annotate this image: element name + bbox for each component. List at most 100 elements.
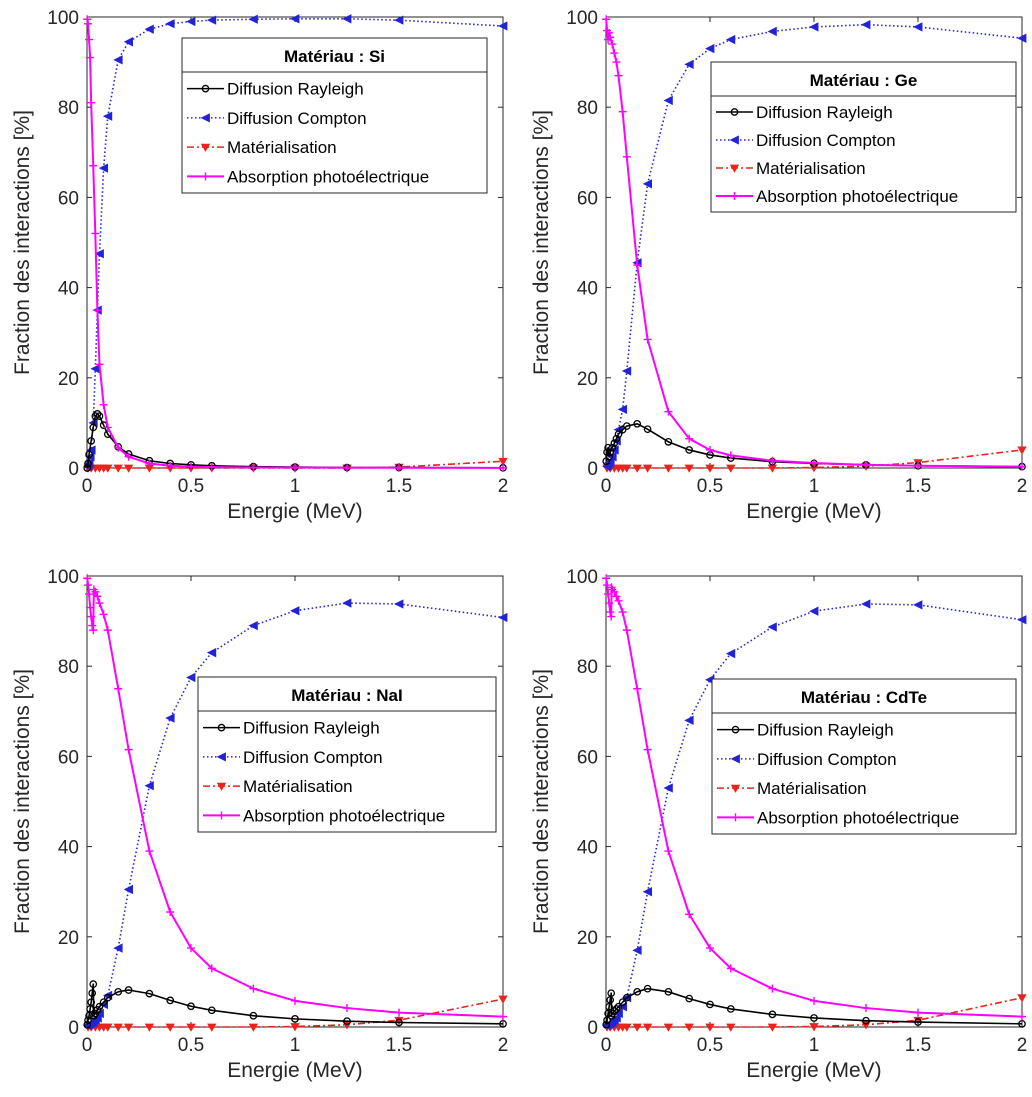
data-point-photo: [114, 684, 123, 693]
data-point-rayleigh: [91, 412, 100, 420]
legend-marker-materialisation: [729, 164, 740, 173]
data-point-materialisation: [498, 457, 508, 467]
legend-marker-materialisation: [730, 784, 741, 793]
data-point-photo: [103, 626, 112, 635]
data-point-materialisation: [113, 464, 123, 473]
data-point-compton: [498, 612, 508, 623]
x-axis-label: Energie (MeV): [746, 1059, 881, 1082]
legend: Matériau : NaI Diffusion Rayleigh Diffusio…: [197, 676, 497, 833]
data-point-photo: [207, 964, 216, 973]
data-point-materialisation: [632, 1023, 642, 1032]
legend-title: Matériau : Si: [284, 47, 385, 66]
data-point-photo: [618, 107, 627, 116]
data-point-photo: [768, 984, 777, 993]
data-point-compton: [684, 715, 694, 725]
x-tick-label: 1: [809, 476, 820, 497]
data-point-photo: [810, 459, 818, 468]
data-point-materialisation: [642, 464, 653, 473]
data-point-rayleigh: [103, 993, 112, 1002]
x-tick-label: 2: [1017, 476, 1028, 497]
data-point-compton: [663, 783, 673, 793]
data-point-compton: [861, 599, 871, 609]
y-tick-label: 100: [566, 567, 598, 588]
data-point-materialisation: [767, 1023, 778, 1032]
y-tick-label: 0: [68, 1018, 79, 1039]
y-tick-label: 60: [58, 747, 79, 768]
data-point-rayleigh: [84, 459, 92, 468]
data-point-materialisation: [165, 1023, 175, 1032]
data-point-photo: [103, 423, 112, 432]
data-point-compton: [913, 600, 923, 610]
data-point-compton: [113, 943, 123, 953]
data-point-compton: [290, 14, 300, 24]
y-tick-label: 40: [577, 279, 598, 300]
data-point-rayleigh: [187, 1002, 195, 1011]
legend-marker-compton: [200, 113, 210, 123]
data-point-rayleigh: [99, 998, 108, 1007]
data-point-compton: [186, 672, 196, 683]
data-point-photo: [84, 19, 93, 28]
legend-entry-label: Matérialisation: [227, 138, 337, 157]
data-point-photo: [605, 28, 614, 37]
series-rayleigh: [83, 980, 507, 1029]
data-point-photo: [99, 610, 108, 619]
data-point-compton: [913, 22, 923, 32]
y-tick-label: 60: [58, 188, 79, 209]
data-point-rayleigh: [706, 1000, 714, 1009]
data-point-materialisation: [248, 1023, 259, 1032]
y-tick-label: 100: [47, 567, 79, 588]
data-point-compton: [144, 781, 154, 791]
data-point-photo: [618, 608, 627, 617]
data-point-rayleigh: [95, 1002, 104, 1011]
data-point-photo: [89, 626, 98, 635]
data-point-photo: [610, 49, 619, 58]
data-point-photo: [614, 71, 623, 80]
data-point-photo: [726, 964, 735, 973]
y-tick-label: 100: [566, 8, 598, 29]
data-point-rayleigh: [618, 998, 627, 1007]
data-point-photo: [86, 53, 95, 62]
legend-box: [711, 678, 1017, 835]
y-tick-label: 0: [68, 459, 79, 480]
data-point-photo: [768, 456, 777, 465]
y-tick-label: 20: [58, 369, 79, 390]
data-point-photo: [612, 592, 621, 601]
data-point-photo: [187, 462, 195, 471]
data-point-materialisation: [726, 1023, 736, 1032]
y-tick-label: 80: [58, 657, 79, 678]
data-point-materialisation: [642, 1023, 653, 1032]
data-point-rayleigh: [166, 996, 175, 1005]
x-tick-label: 0: [82, 476, 93, 497]
data-point-photo: [633, 684, 642, 693]
data-point-rayleigh: [685, 446, 694, 454]
y-tick-label: 60: [577, 188, 598, 209]
data-point-compton: [342, 598, 352, 608]
data-point-photo: [604, 590, 613, 599]
data-point-rayleigh: [87, 998, 96, 1007]
y-tick-label: 20: [58, 928, 79, 949]
data-point-compton: [1017, 615, 1027, 625]
data-point-photo: [99, 400, 108, 409]
data-point-rayleigh: [810, 1014, 818, 1022]
y-tick-label: 80: [577, 657, 598, 678]
data-point-photo: [93, 592, 102, 601]
data-point-materialisation: [103, 464, 113, 473]
data-point-rayleigh: [643, 425, 652, 434]
data-point-rayleigh: [633, 987, 642, 996]
data-point-materialisation: [705, 464, 715, 473]
legend-entry-label: Absorption photoélectrique: [243, 806, 445, 825]
data-point-compton: [663, 95, 673, 106]
legend-entry-label: Absorption photoélectrique: [227, 167, 429, 186]
data-point-rayleigh: [612, 1005, 621, 1013]
data-point-photo: [87, 98, 96, 107]
legend-marker-compton: [729, 135, 739, 145]
legend: Matériau : CdTe Diffusion Rayleigh Diffusi…: [711, 678, 1017, 835]
data-point-rayleigh: [622, 422, 631, 430]
legend-marker-photo: [731, 813, 740, 822]
data-point-photo: [187, 944, 195, 953]
data-point-photo: [862, 460, 870, 469]
legend: Matériau : Ge Diffusion Rayleigh Diffusion…: [710, 61, 1017, 213]
data-point-compton: [113, 55, 123, 65]
data-point-photo: [664, 407, 673, 416]
